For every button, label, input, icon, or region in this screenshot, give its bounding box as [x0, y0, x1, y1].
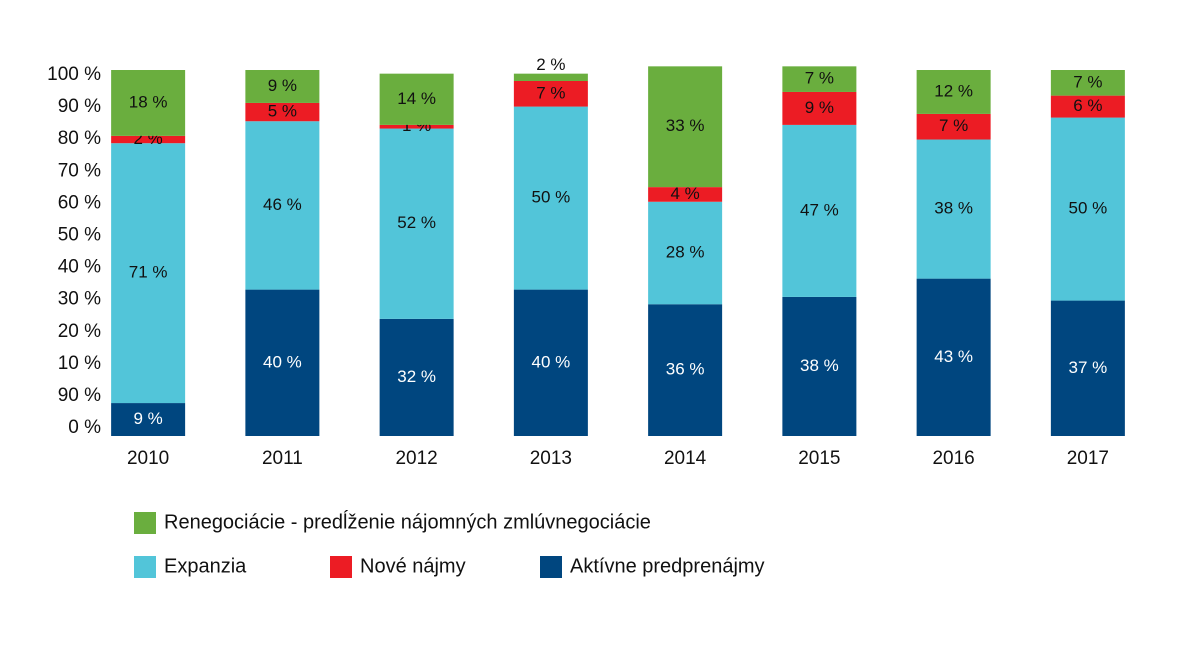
- bar-segment: [513, 73, 588, 81]
- data-label: 37 %: [1069, 358, 1108, 377]
- data-label: 5 %: [268, 102, 297, 121]
- bar-segment: [245, 70, 320, 103]
- bar-segment: [782, 66, 857, 92]
- data-label: 52 %: [397, 213, 436, 232]
- x-tick-label: 2012: [395, 448, 437, 469]
- bar-segment: [245, 102, 320, 122]
- bar-segment: [782, 296, 857, 436]
- data-label: 32 %: [397, 367, 436, 386]
- bar-segment: [513, 106, 588, 290]
- bar-segment: [111, 143, 186, 404]
- x-tick-label: 2014: [664, 448, 707, 469]
- legend-swatch: [134, 512, 156, 534]
- y-tick-label: 30 %: [58, 289, 101, 310]
- y-tick-label: 90 %: [58, 96, 101, 117]
- bar-segment: [111, 403, 186, 436]
- x-tick-label: 2017: [1067, 448, 1109, 469]
- bar-segment: [379, 124, 454, 129]
- bar-segment: [379, 73, 454, 125]
- y-tick-label: 100 %: [47, 64, 101, 85]
- data-label: 33 %: [666, 116, 705, 135]
- data-label: 18 %: [129, 92, 168, 111]
- bar-segment: [648, 66, 723, 188]
- data-label: 7 %: [536, 83, 565, 102]
- data-label: 7 %: [939, 116, 968, 135]
- y-tick-label: 40 %: [58, 257, 101, 278]
- bar-segment: [916, 113, 991, 140]
- data-label: 4 %: [670, 184, 699, 203]
- bar-segment: [513, 289, 588, 436]
- y-tick-label: 20 %: [58, 321, 101, 342]
- data-label: 7 %: [1073, 72, 1102, 91]
- bar-segment: [1050, 70, 1125, 96]
- bar-segment: [245, 289, 320, 436]
- legend-label: Expanzia: [164, 555, 247, 577]
- legend-label: Aktívne predprenájmy: [570, 555, 765, 577]
- bar-segment: [245, 121, 320, 290]
- bar-segment: [916, 278, 991, 436]
- legend-swatch: [134, 556, 156, 578]
- legend-label: Nové nájmy: [360, 555, 466, 577]
- data-label: 40 %: [263, 352, 302, 371]
- data-label: 14 %: [397, 89, 436, 108]
- bar-segment: [648, 304, 723, 436]
- data-label: 40 %: [532, 352, 571, 371]
- data-label: 9 %: [805, 98, 834, 117]
- data-label: 38 %: [800, 356, 839, 375]
- data-label: 47 %: [800, 200, 839, 219]
- data-label: 36 %: [666, 360, 705, 379]
- bar-segment: [1050, 95, 1125, 118]
- legend-label: Renegociácie - predĺženie nájomných zmlú…: [164, 509, 651, 533]
- bar-segment: [648, 201, 723, 305]
- data-label: 38 %: [934, 199, 973, 218]
- data-label: 7 %: [805, 69, 834, 88]
- y-tick-label: 50 %: [58, 224, 101, 245]
- y-tick-label: 90 %: [58, 385, 101, 406]
- bar-segment: [782, 91, 857, 125]
- data-label: 46 %: [263, 195, 302, 214]
- data-label: 50 %: [1069, 199, 1108, 218]
- x-tick-label: 2016: [932, 448, 974, 469]
- data-label: 12 %: [934, 81, 973, 100]
- y-tick-label: 60 %: [58, 192, 101, 213]
- bar-segment: [111, 135, 186, 144]
- x-tick-label: 2013: [530, 448, 572, 469]
- data-label: 50 %: [532, 188, 571, 207]
- bar-segment: [379, 128, 454, 319]
- data-label: 28 %: [666, 242, 705, 261]
- bar-segment: [648, 187, 723, 202]
- bar-segment: [916, 70, 991, 114]
- bar-segment: [1050, 300, 1125, 436]
- x-tick-label: 2011: [262, 448, 303, 469]
- data-label: 9 %: [133, 409, 162, 428]
- y-tick-label: 80 %: [58, 128, 101, 149]
- x-tick-label: 2015: [798, 448, 840, 469]
- bar-segment: [111, 70, 186, 136]
- x-tick-label: 2010: [127, 448, 169, 469]
- bar-segment: [379, 318, 454, 436]
- bar-segment: [782, 124, 857, 297]
- y-tick-label: 0 %: [68, 417, 101, 438]
- bar-segment: [916, 139, 991, 279]
- data-label: 71 %: [129, 263, 168, 282]
- legend-swatch: [330, 556, 352, 578]
- data-label: 9 %: [268, 76, 297, 95]
- bar-segment: [513, 80, 588, 107]
- data-label: 6 %: [1073, 96, 1102, 115]
- y-tick-label: 70 %: [58, 160, 101, 181]
- data-label: 2 %: [536, 55, 565, 74]
- data-label: 43 %: [934, 347, 973, 366]
- y-tick-label: 10 %: [58, 353, 101, 374]
- legend-swatch: [540, 556, 562, 578]
- bar-segment: [1050, 117, 1125, 301]
